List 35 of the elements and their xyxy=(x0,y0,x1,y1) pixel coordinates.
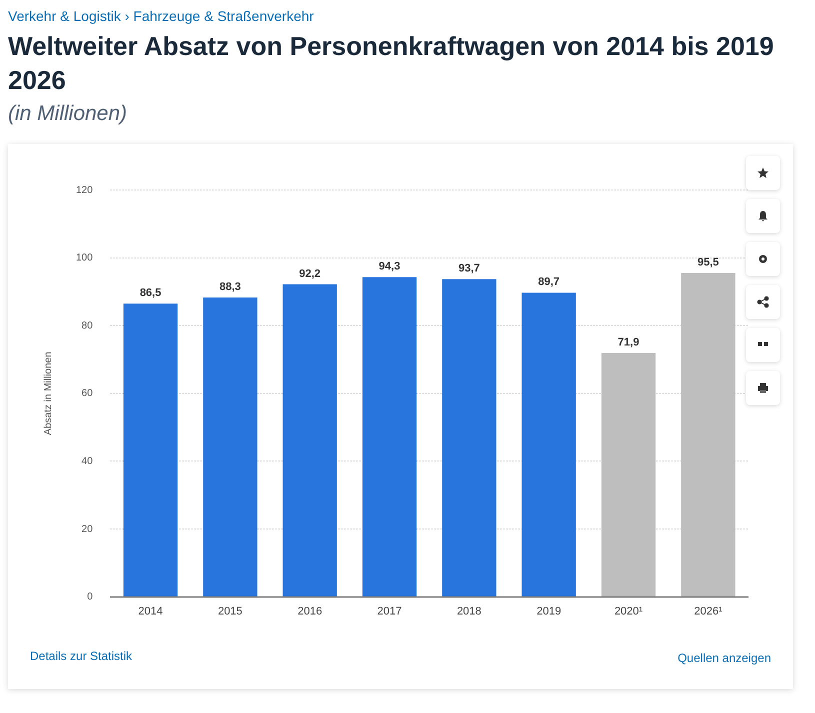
bar xyxy=(362,276,417,596)
text: Details zur Statistik xyxy=(30,648,132,663)
text: Verkehr & Logistik › Fahrzeuge & Straßenverkehr xyxy=(8,8,315,24)
x-tick-label: 2020¹ xyxy=(614,605,643,618)
data-label: 88,3 xyxy=(219,280,241,293)
chart-title: Weltweiter Absatz von Personenkraftwagen von 2014 bis 2019 2026 xyxy=(8,30,775,97)
x-tick-label: 2019 xyxy=(536,605,562,618)
data-label: 94,3 xyxy=(378,260,400,272)
bar xyxy=(282,284,337,596)
data-label: 89,7 xyxy=(538,276,560,288)
x-tick-label: 2015 xyxy=(218,605,242,618)
x-tick-label: 2018 xyxy=(456,605,482,618)
x-tick-label: 2016 xyxy=(298,605,322,618)
y-tick-label: 20 xyxy=(82,523,94,534)
y-tick-label: 40 xyxy=(82,456,94,467)
chart-subtitle: (in Millionen) xyxy=(8,102,128,126)
bar xyxy=(123,303,178,596)
bar xyxy=(442,278,496,596)
y-axis-title: Absatz in Millionen xyxy=(42,351,54,435)
y-tick-label: 60 xyxy=(82,388,94,399)
data-label: 86,5 xyxy=(140,286,162,299)
x-tick-label: 2026¹ xyxy=(694,605,723,618)
data-label: 95,5 xyxy=(697,256,719,268)
y-tick-label: 120 xyxy=(76,184,94,196)
data-label: 93,7 xyxy=(458,262,480,274)
data-label: 71,9 xyxy=(618,336,640,348)
y-tick-label: 0 xyxy=(87,591,94,602)
y-tick-label: 80 xyxy=(82,320,94,331)
y-tick-label: 100 xyxy=(76,252,94,264)
source-note: Quellen anzeigen xyxy=(678,650,771,665)
x-tick-label: 2014 xyxy=(138,605,163,618)
x-tick-label: 2017 xyxy=(377,605,402,618)
bar xyxy=(522,292,576,596)
data-label: 92,2 xyxy=(299,267,321,280)
bar xyxy=(203,297,258,596)
